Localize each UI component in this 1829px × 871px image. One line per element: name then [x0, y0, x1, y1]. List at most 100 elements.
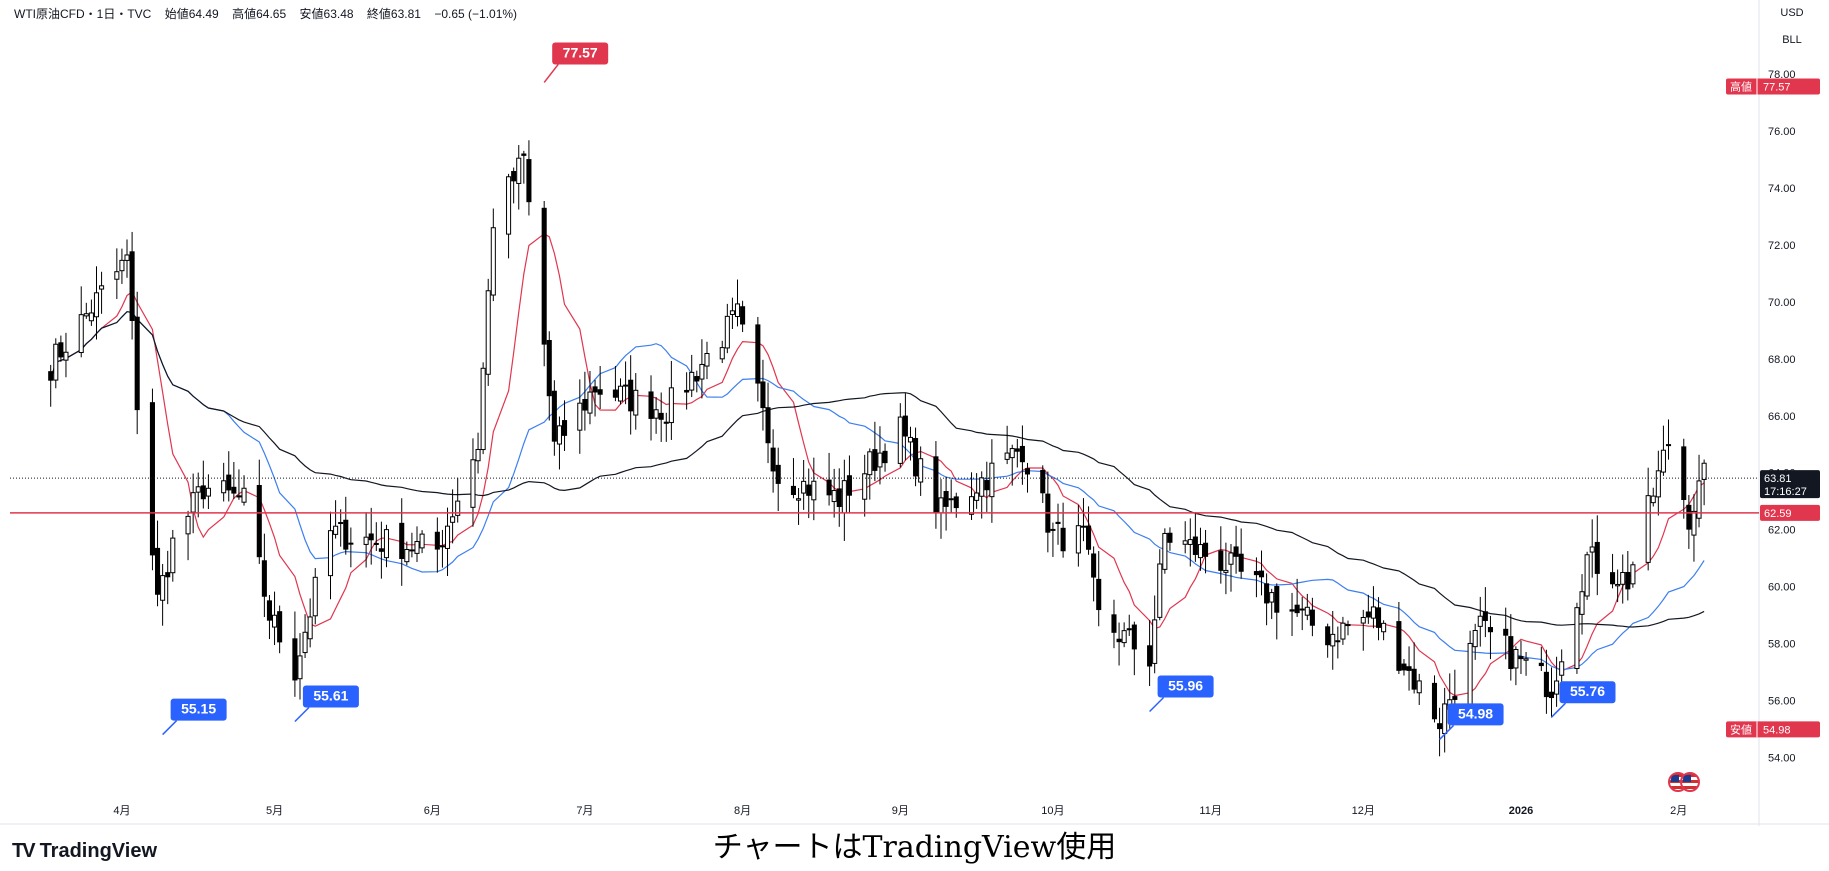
candle-body	[1147, 645, 1153, 667]
candle-body	[1203, 542, 1209, 557]
candle	[862, 454, 868, 517]
callout-label: 55.15	[181, 701, 216, 717]
candle	[1289, 592, 1295, 636]
candle-body	[1406, 666, 1412, 671]
high-tag-label: 高値	[1730, 79, 1752, 93]
caption-text: チャートはTradingView使用	[712, 830, 1117, 865]
candle-body	[1554, 680, 1560, 695]
candle	[541, 201, 547, 367]
candle-body	[256, 485, 262, 558]
candle	[63, 332, 69, 378]
us-flags	[1668, 772, 1700, 792]
x-tick-label: 11月	[1199, 805, 1221, 817]
candle-body	[724, 315, 730, 349]
candle	[846, 455, 852, 513]
candle-body	[1538, 662, 1544, 667]
currency-selector[interactable]: USD	[1771, 2, 1813, 24]
candle	[1554, 656, 1560, 707]
candle	[897, 403, 903, 468]
candle	[1152, 595, 1158, 674]
candle	[1218, 526, 1224, 584]
candle	[1518, 640, 1524, 675]
candle	[1086, 506, 1092, 555]
candle-body	[1162, 532, 1168, 570]
candle-body	[989, 462, 995, 498]
candle	[775, 447, 781, 512]
candle	[1487, 615, 1493, 660]
candle	[200, 460, 206, 509]
candle	[551, 380, 557, 456]
x-tick-label: 7月	[576, 805, 593, 817]
candle-body	[704, 352, 710, 367]
candle	[1121, 622, 1127, 648]
change-value: −0.65 (−1.01%)	[434, 7, 518, 21]
candle-body	[836, 488, 842, 508]
callout-pointer	[1149, 696, 1165, 713]
candle-body	[63, 351, 69, 361]
candle-body	[1299, 608, 1305, 611]
candle	[399, 498, 405, 586]
brand-name: TradingView	[39, 840, 158, 862]
candle-body	[979, 477, 985, 497]
candle-body	[378, 548, 384, 552]
candle-body	[907, 436, 914, 443]
candle	[1080, 498, 1086, 542]
candle	[160, 563, 166, 626]
candle	[1157, 549, 1163, 621]
candle	[1686, 495, 1692, 549]
candle-body	[1487, 627, 1493, 633]
candle	[1579, 574, 1585, 635]
candle	[419, 530, 425, 554]
candle	[755, 316, 761, 402]
candle	[902, 393, 908, 461]
candle-body	[1686, 504, 1692, 530]
candle-body	[902, 415, 908, 437]
candle	[831, 468, 837, 518]
candle	[231, 461, 237, 499]
candle-body	[297, 655, 303, 680]
candle-body	[419, 533, 425, 549]
low-tag-box	[1726, 721, 1820, 738]
candle-body	[623, 384, 629, 387]
candle-body	[404, 548, 410, 563]
candle	[155, 520, 161, 607]
candle-body	[1157, 563, 1163, 618]
candle-body	[383, 529, 390, 559]
candle-body	[231, 486, 237, 494]
candle-body	[58, 342, 64, 358]
candle	[1096, 551, 1102, 627]
candle-body	[434, 531, 440, 550]
candle	[368, 507, 374, 565]
candle-body	[1325, 626, 1331, 646]
candle-body	[1192, 536, 1198, 555]
candle	[577, 379, 583, 454]
candle-body	[165, 572, 171, 578]
candle	[1625, 551, 1631, 601]
candle	[1274, 583, 1280, 640]
candle-body	[236, 495, 242, 498]
y-tick-label: 70.00	[1768, 297, 1796, 309]
candle	[93, 266, 100, 340]
low-tag-label: 安値	[1730, 722, 1752, 736]
candle-body	[93, 292, 100, 318]
ma-mid-line	[50, 311, 1705, 671]
candle-body	[409, 549, 415, 552]
candle-body	[1625, 571, 1631, 590]
candle-body	[582, 398, 588, 411]
candle-body	[668, 387, 674, 424]
candle	[1075, 504, 1081, 567]
hline-price-tag-text: 62.59	[1764, 508, 1792, 520]
candle	[516, 145, 522, 210]
x-tick-label: 2026	[1509, 805, 1533, 817]
candle	[1442, 687, 1448, 753]
candle	[338, 509, 344, 547]
unit-selector[interactable]: BLL	[1771, 29, 1813, 51]
candle	[1269, 588, 1275, 620]
candle	[1681, 438, 1687, 519]
candle	[694, 370, 700, 393]
candle	[48, 364, 54, 407]
candle	[327, 511, 334, 600]
candle-body	[485, 290, 491, 375]
candle-body	[617, 385, 624, 402]
